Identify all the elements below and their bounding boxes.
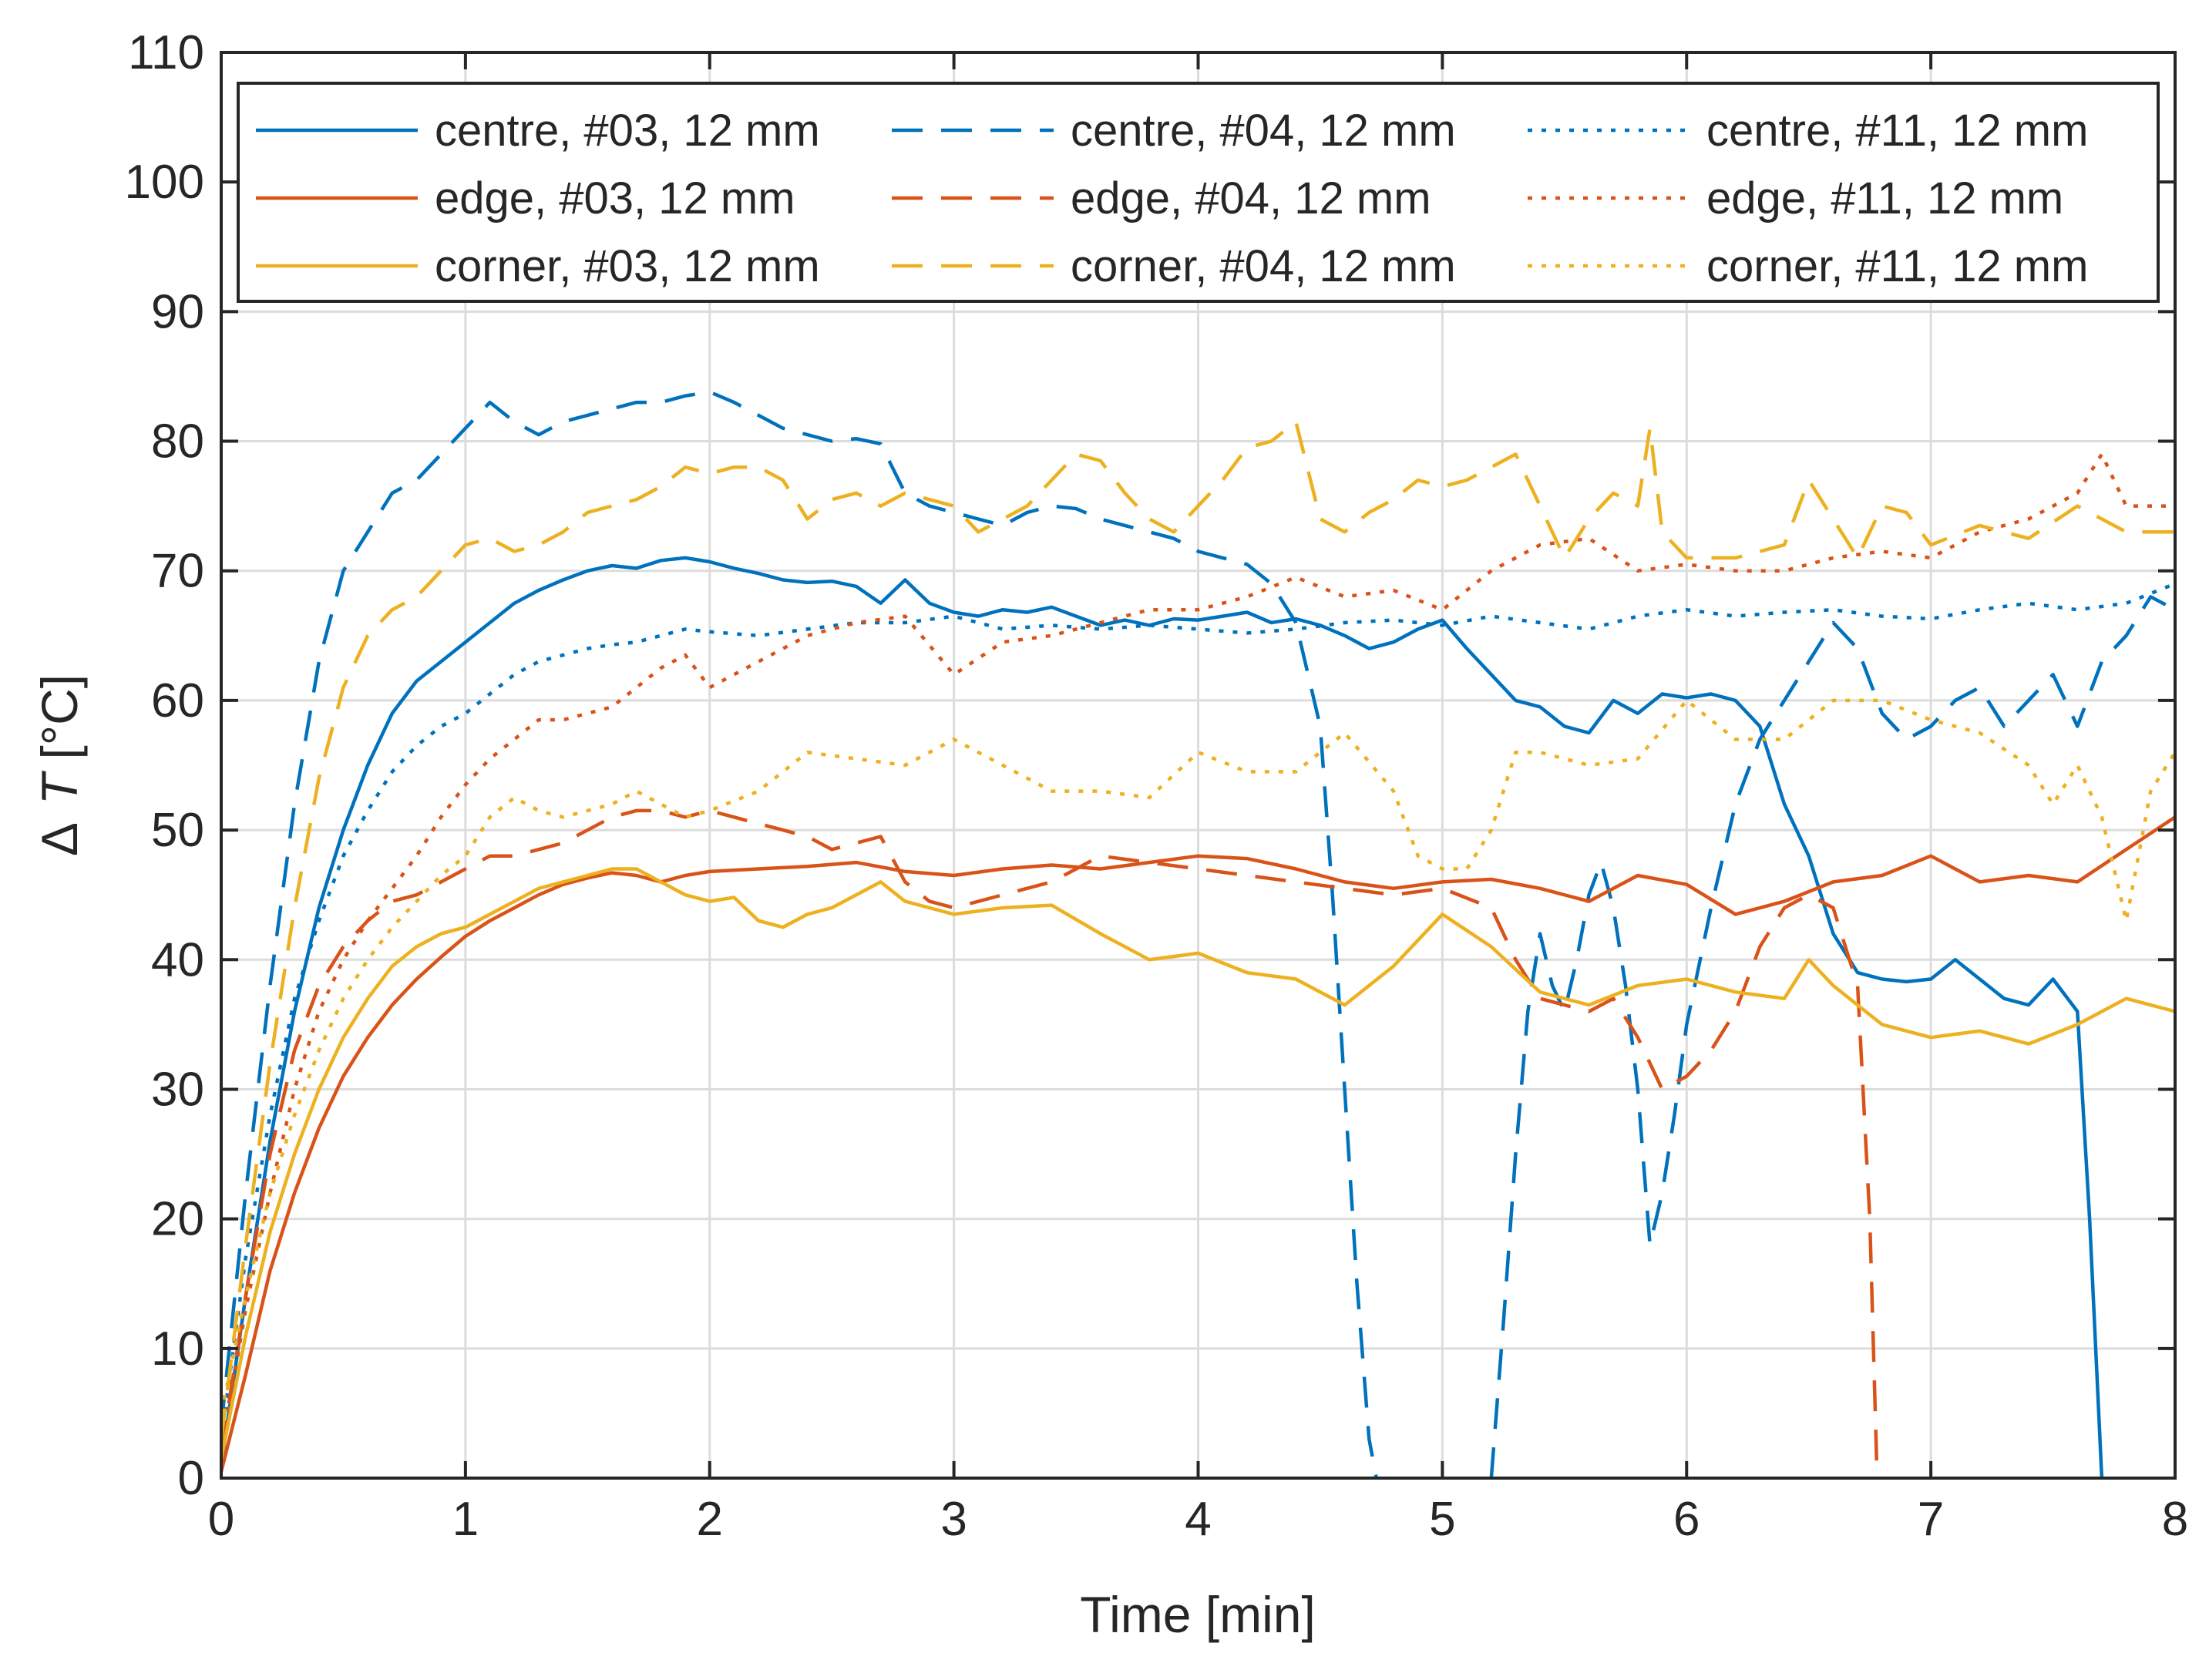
x-tick-label: 8 [2162,1493,2188,1546]
y-tick-label: 100 [125,156,204,209]
x-tick-label: 7 [1918,1493,1944,1546]
y-tick-label: 40 [151,933,204,986]
legend-label: edge, #11, 12 mm [1706,173,2063,223]
legend-box [237,82,2160,303]
y-tick-label: 30 [151,1063,204,1116]
y-axis-title-delta: Δ [31,823,88,856]
legend-label: corner, #11, 12 mm [1706,241,2088,291]
x-tick-label: 6 [1673,1493,1700,1546]
y-axis-title-unit: [°C] [31,674,88,760]
legend: centre, #03, 12 mm edge, #03, 12 mm corner… [237,82,2160,303]
legend-label: centre, #03, 12 mm [435,106,820,156]
x-tick-label: 4 [1185,1493,1211,1546]
legend-label: centre, #04, 12 mm [1071,106,1456,156]
x-tick-label: 0 [208,1493,234,1546]
y-axis-title: Δ T [°C] [31,674,88,856]
legend-label: centre, #11, 12 mm [1706,106,2088,156]
y-axis-title-variable: T [31,770,88,805]
x-tick-label: 1 [452,1493,479,1546]
y-tick-label: 0 [178,1452,204,1505]
y-tick-label: 10 [151,1322,204,1376]
series-line [221,420,2175,1440]
y-tick-label: 110 [128,26,204,79]
y-tick-label: 20 [151,1193,204,1246]
series-line [221,556,2104,1478]
y-tick-label: 50 [151,804,204,857]
series-line [221,815,2175,1473]
y-tick-label: 90 [151,285,204,338]
x-axis-title: Time [min] [1080,1586,1316,1643]
legend-label: corner, #03, 12 mm [435,241,820,291]
legend-label: edge, #04, 12 mm [1071,173,1431,223]
legend-label: edge, #03, 12 mm [435,173,795,223]
x-tick-label: 3 [940,1493,967,1546]
series-layer [221,390,2175,1478]
series-line [221,808,1879,1478]
x-tick-label: 2 [697,1493,723,1546]
series-line [1489,595,2175,1478]
x-tick-label: 5 [1429,1493,1455,1546]
series-line [221,390,1379,1478]
y-tick-label: 60 [151,674,204,727]
y-tick-label: 80 [151,415,204,469]
legend-label: corner, #04, 12 mm [1071,241,1456,291]
series-line [221,867,2175,1460]
series-line [221,452,2175,1453]
y-tick-label: 70 [151,545,204,598]
